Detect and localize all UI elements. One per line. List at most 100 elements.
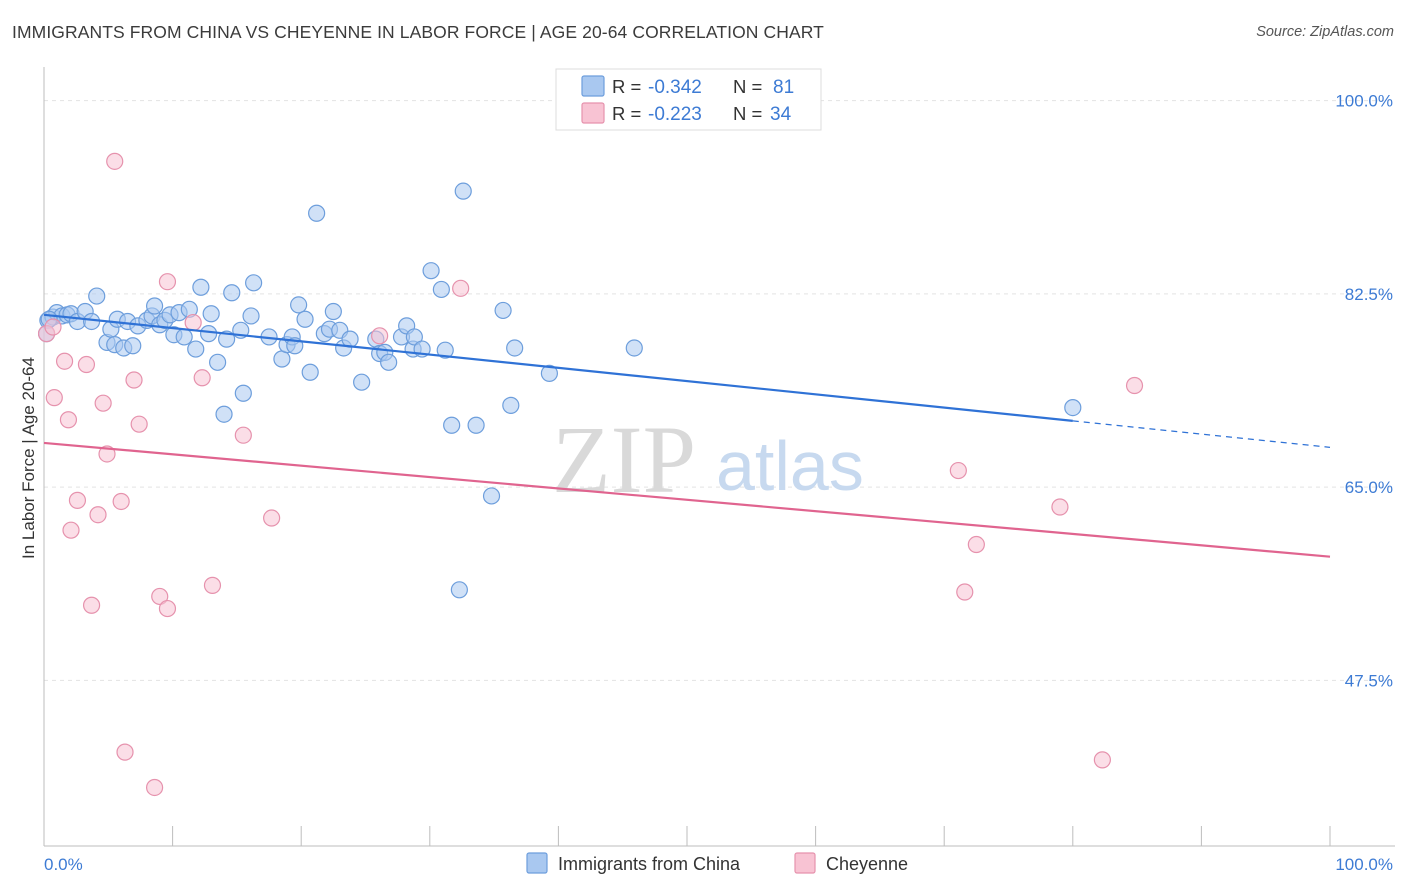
data-point xyxy=(203,576,222,594)
series-legend-label-cheyenne: Cheyenne xyxy=(826,854,908,874)
data-point xyxy=(130,415,148,433)
data-point xyxy=(380,353,398,371)
data-point xyxy=(106,152,124,170)
data-point xyxy=(116,743,134,761)
data-point xyxy=(55,352,74,370)
chart-title: IMMIGRANTS FROM CHINA VS CHEYENNE IN LAB… xyxy=(12,22,824,42)
legend-r-value-china: -0.342 xyxy=(648,77,702,98)
watermark-zip: ZIP xyxy=(552,406,696,513)
data-point xyxy=(94,394,112,412)
data-point xyxy=(502,396,520,414)
series-legend-swatch-cheyenne xyxy=(794,852,816,874)
stats-legend: R = -0.342 N = 81 R = -0.223 N = 34 xyxy=(555,68,822,131)
data-point xyxy=(1051,498,1069,516)
y-tick-labels: 100.0% 82.5% 65.0% 47.5% xyxy=(1335,92,1393,691)
data-point xyxy=(967,535,985,554)
data-point xyxy=(82,596,101,614)
y-tick-label: 47.5% xyxy=(1345,671,1393,690)
data-point xyxy=(353,373,371,391)
legend-n-label-china: N = xyxy=(733,76,762,97)
data-point xyxy=(482,487,501,505)
data-point xyxy=(112,492,130,511)
data-point xyxy=(158,599,177,618)
data-point xyxy=(192,278,210,296)
data-point xyxy=(467,416,485,434)
data-points xyxy=(37,152,1144,797)
legend-n-value-china: 81 xyxy=(773,77,794,98)
data-point xyxy=(242,307,260,325)
watermark: ZIP atlas xyxy=(552,406,864,513)
legend-n-label-cheyenne: N = xyxy=(733,103,762,124)
data-point xyxy=(371,327,389,345)
data-point xyxy=(184,313,202,332)
data-point xyxy=(45,389,63,407)
legend-r-value-cheyenne: -0.223 xyxy=(648,104,702,125)
data-point xyxy=(301,363,319,381)
data-point xyxy=(202,305,220,323)
data-point xyxy=(450,581,468,599)
data-point xyxy=(88,287,106,305)
data-point xyxy=(436,341,454,359)
data-point xyxy=(82,312,101,331)
series-points-cheyenne xyxy=(37,152,1144,797)
legend-n-value-cheyenne: 34 xyxy=(770,104,792,125)
data-point xyxy=(949,461,967,480)
data-point xyxy=(89,506,107,524)
data-point xyxy=(234,384,252,402)
data-point xyxy=(956,583,974,601)
series-legend-swatch-china xyxy=(526,852,548,874)
axes xyxy=(43,67,1395,847)
data-point xyxy=(215,405,233,423)
legend-r-label-china: R = xyxy=(612,76,641,97)
watermark-atlas: atlas xyxy=(716,427,864,505)
data-point xyxy=(175,328,193,346)
data-point xyxy=(290,296,308,314)
data-point xyxy=(200,325,218,343)
legend-swatch-china xyxy=(581,75,605,97)
data-point xyxy=(1125,376,1144,395)
data-point xyxy=(273,350,291,368)
trend-line-cheyenne xyxy=(43,441,1331,558)
data-point xyxy=(124,337,142,355)
data-point xyxy=(443,416,461,434)
legend-swatch-cheyenne xyxy=(581,102,605,124)
data-point xyxy=(234,426,252,444)
x-tick-labels: 0.0% 100.0% xyxy=(44,855,1393,874)
x-tick-label-max: 100.0% xyxy=(1335,855,1393,874)
data-point xyxy=(98,445,116,463)
data-point xyxy=(405,328,423,346)
series-legend-label-china: Immigrants from China xyxy=(558,854,741,874)
data-point xyxy=(452,279,470,297)
data-point xyxy=(263,509,281,527)
data-point xyxy=(193,369,211,387)
data-point xyxy=(245,274,263,292)
data-point xyxy=(506,339,524,357)
trend-line-extension-china xyxy=(1072,420,1331,448)
data-point xyxy=(494,301,512,320)
data-point xyxy=(145,778,164,797)
data-point xyxy=(454,182,472,200)
series-points-china xyxy=(37,182,1082,599)
series-legend: Immigrants from China Cheyenne xyxy=(526,852,908,874)
legend-r-label-cheyenne: R = xyxy=(612,103,641,124)
data-point xyxy=(296,310,314,328)
data-point xyxy=(151,587,169,606)
data-point xyxy=(223,284,241,302)
source-label: Source: ZipAtlas.com xyxy=(1256,24,1394,40)
y-axis-label: In Labor Force | Age 20-64 xyxy=(19,357,38,559)
data-point xyxy=(1064,398,1082,417)
data-point xyxy=(209,353,227,371)
data-point xyxy=(158,273,177,291)
data-point xyxy=(432,280,450,299)
data-point xyxy=(125,371,143,389)
data-point xyxy=(62,521,80,539)
y-tick-label: 100.0% xyxy=(1335,92,1393,111)
data-point xyxy=(187,340,205,358)
data-point xyxy=(59,411,78,429)
data-point xyxy=(1093,751,1111,769)
trend-line-china xyxy=(43,313,1073,422)
trend-lines xyxy=(43,313,1331,558)
data-point xyxy=(77,355,96,374)
y-tick-label: 65.0% xyxy=(1345,478,1393,497)
